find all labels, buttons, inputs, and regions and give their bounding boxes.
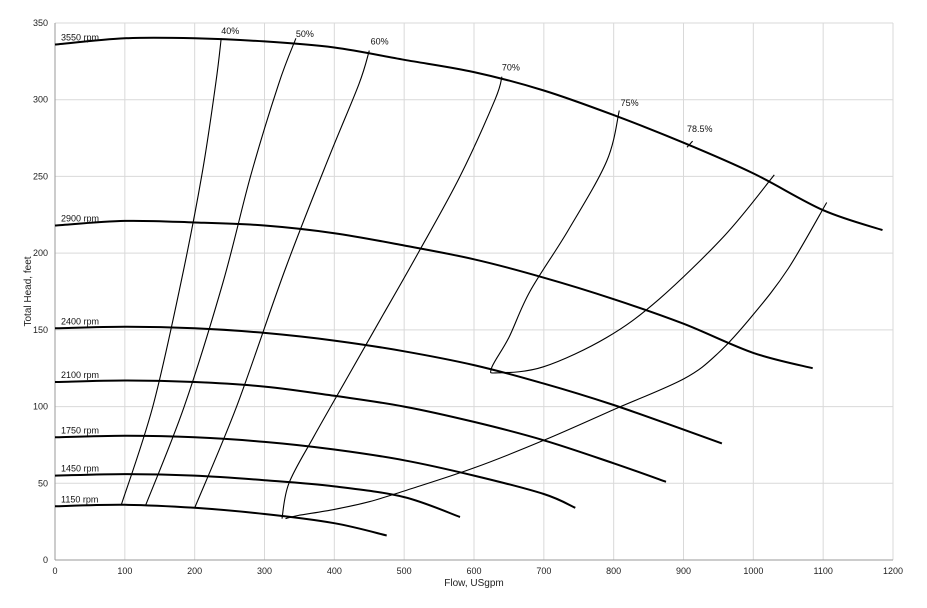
speed-curve-label: 1750 rpm (61, 425, 99, 435)
efficiency-curve (490, 110, 775, 374)
x-tick-label: 0 (52, 566, 57, 576)
y-tick-label: 150 (33, 325, 48, 335)
y-tick-label: 100 (33, 402, 48, 412)
curve-labels: 3550 rpm 2900 rpm 2400 rpm 2100 rpm 1750 rpm… (61, 26, 713, 504)
y-tick-label: 350 (33, 18, 48, 28)
speed-curve-1150-rpm (54, 503, 387, 537)
speed-curve-2100-rpm (54, 379, 667, 483)
x-tick-label: 1000 (743, 566, 763, 576)
x-tick-label: 700 (536, 566, 551, 576)
speed-curve-label: 3550 rpm (61, 32, 99, 42)
x-tick-label: 300 (257, 566, 272, 576)
efficiency-curve (145, 38, 297, 505)
efficiency-curve (686, 140, 694, 148)
x-tick-label: 800 (606, 566, 621, 576)
speed-curve-3550-rpm (54, 36, 883, 232)
speed-curve-1450-rpm (54, 473, 461, 518)
efficiency-curve (120, 38, 222, 505)
x-axis-title: Flow, USgpm (444, 578, 503, 589)
grid-lines (54, 22, 894, 561)
tick-labels: 0 100 200 300 400 500 600 700 800 900 1000 1100 1200… (33, 18, 903, 576)
speed-curve-label: 1150 rpm (61, 494, 98, 504)
x-tick-label: 600 (466, 566, 481, 576)
speed-curve-label: 2100 rpm (61, 370, 99, 380)
efficiency-curves (120, 38, 828, 520)
y-axis-title: Total Head, feet (23, 256, 34, 326)
x-tick-label: 400 (327, 566, 342, 576)
speed-curve-2400-rpm (54, 325, 723, 445)
efficiency-curve (285, 202, 828, 520)
x-tick-label: 200 (187, 566, 202, 576)
speed-curve-label: 2900 rpm (61, 214, 99, 224)
y-tick-label: 0 (43, 555, 48, 565)
axes (54, 23, 893, 561)
x-tick-label: 100 (117, 566, 132, 576)
x-tick-label: 1100 (813, 566, 832, 576)
efficiency-curve (281, 76, 503, 519)
efficiency-label: 70% (502, 63, 520, 73)
x-tick-label: 900 (676, 566, 691, 576)
y-tick-label: 250 (33, 171, 48, 181)
y-tick-label: 200 (33, 248, 48, 258)
speed-curves (54, 36, 883, 537)
efficiency-curve (194, 50, 370, 509)
efficiency-label: 40% (221, 26, 239, 36)
speed-curve-label: 1450 rpm (61, 464, 99, 474)
speed-curve-2900-rpm (54, 219, 813, 370)
efficiency-label: 50% (296, 29, 314, 39)
efficiency-label: 60% (371, 37, 389, 47)
x-tick-label: 500 (397, 566, 412, 576)
efficiency-label: 75% (621, 98, 639, 108)
efficiency-label: 78.5% (687, 124, 713, 134)
y-tick-label: 300 (33, 95, 48, 105)
x-tick-label: 1200 (883, 566, 903, 576)
y-tick-label: 50 (38, 478, 48, 488)
speed-curve-label: 2400 rpm (61, 316, 99, 326)
